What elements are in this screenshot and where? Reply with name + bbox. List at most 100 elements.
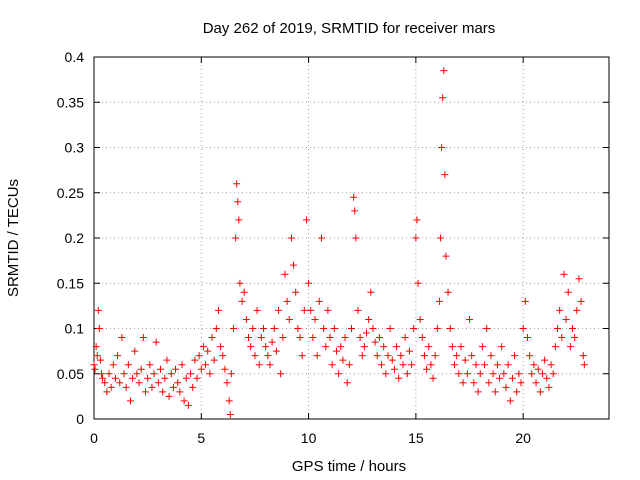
data-point [107, 383, 115, 391]
data-point [538, 370, 546, 378]
data-point [154, 379, 162, 387]
data-point [315, 297, 323, 305]
data-point [202, 361, 210, 369]
data-point [483, 325, 491, 332]
data-point [373, 352, 381, 360]
data-point [493, 361, 501, 369]
y-tick-label: 0.35 [57, 94, 84, 110]
data-point [440, 67, 448, 75]
data-point [375, 334, 383, 342]
data-point [481, 361, 489, 369]
data-point [296, 334, 304, 342]
data-point [528, 370, 536, 378]
data-point [416, 315, 424, 323]
data-point [351, 207, 359, 215]
data-point [580, 361, 588, 369]
data-point [410, 325, 418, 332]
data-point [163, 356, 171, 364]
data-point [208, 334, 216, 342]
data-point [152, 338, 160, 346]
data-point [199, 343, 207, 351]
data-point [476, 370, 484, 378]
data-point [530, 361, 538, 369]
data-point [541, 356, 549, 364]
x-axis-label: GPS time / hours [292, 458, 406, 475]
data-point [225, 397, 233, 405]
data-point [579, 352, 587, 360]
data-point [543, 374, 551, 382]
data-point [260, 325, 268, 332]
data-point [395, 374, 403, 382]
data-point [298, 352, 306, 360]
data-point [116, 379, 124, 387]
data-point [206, 370, 214, 378]
data-point [444, 288, 452, 296]
data-point [311, 315, 319, 323]
data-point [332, 347, 340, 355]
data-point [560, 270, 568, 278]
data-point [371, 338, 379, 346]
data-point [423, 365, 431, 373]
data-point [382, 370, 390, 378]
data-point [98, 370, 106, 378]
data-point [131, 347, 139, 355]
data-point [292, 288, 300, 296]
data-point [268, 338, 276, 346]
data-point [223, 379, 231, 387]
data-point [242, 315, 250, 323]
data-point [187, 370, 195, 378]
data-point [549, 370, 557, 378]
data-point [120, 370, 128, 378]
data-point [178, 361, 186, 369]
data-point [227, 370, 235, 378]
data-point [221, 365, 229, 373]
data-point [470, 379, 478, 387]
y-tick-label: 0 [76, 411, 84, 427]
data-point [101, 379, 109, 387]
data-point [352, 234, 360, 242]
data-point [523, 334, 531, 342]
data-point [111, 374, 119, 382]
data-point [558, 334, 566, 342]
data-point [442, 252, 450, 260]
data-point [240, 288, 248, 296]
chart-title: Day 262 of 2019, SRMTID for receiver mar… [203, 20, 496, 37]
data-point [459, 379, 467, 387]
y-tick-label: 0.3 [65, 140, 85, 156]
data-point [489, 370, 497, 378]
data-point [390, 365, 398, 373]
data-point [485, 379, 493, 387]
x-tick-label: 15 [408, 430, 424, 446]
data-point [418, 334, 426, 342]
data-point [307, 306, 315, 314]
data-point [324, 306, 332, 314]
data-point [413, 216, 421, 224]
data-point [191, 356, 199, 364]
data-point [378, 361, 386, 369]
data-point [358, 352, 366, 360]
data-point [536, 388, 544, 396]
data-point [94, 306, 102, 314]
y-tick-label: 0.15 [57, 275, 84, 291]
data-point [437, 234, 445, 242]
data-point [399, 361, 407, 369]
data-point [253, 306, 261, 314]
data-point [569, 325, 577, 332]
data-point [93, 352, 101, 360]
data-point [341, 334, 349, 342]
data-point [427, 361, 435, 369]
data-point [133, 370, 141, 378]
data-point [502, 383, 510, 391]
data-point [165, 392, 173, 400]
data-point [439, 94, 447, 102]
data-point [257, 334, 265, 342]
data-point [472, 361, 480, 369]
data-point [348, 325, 355, 332]
data-point [247, 343, 255, 351]
data-point [345, 361, 353, 369]
data-point [360, 343, 368, 351]
data-point [566, 343, 574, 351]
data-point [197, 365, 205, 373]
data-point [500, 370, 508, 378]
